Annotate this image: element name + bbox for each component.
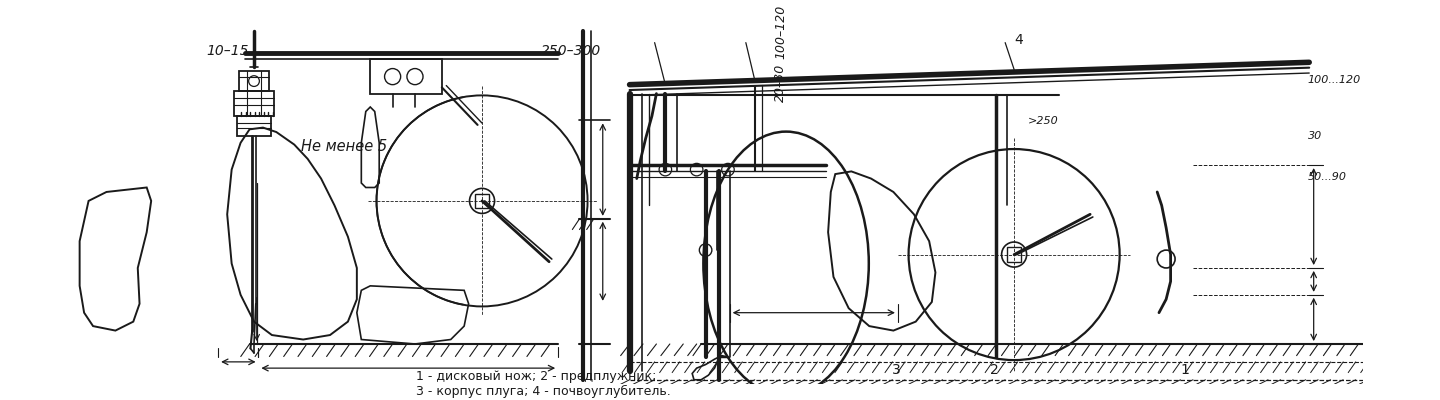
Text: 30: 30 bbox=[1308, 131, 1322, 141]
Text: Не менее 5: Не менее 5 bbox=[301, 139, 386, 154]
Text: 10–15: 10–15 bbox=[206, 44, 248, 58]
Text: >250: >250 bbox=[1028, 116, 1058, 126]
Text: 20–30: 20–30 bbox=[775, 63, 788, 102]
Text: 4: 4 bbox=[1015, 33, 1024, 47]
Text: 1 - дисковый нож; 2 - предплужник;
3 - корпус плуга; 4 - почвоуглубитель.: 1 - дисковый нож; 2 - предплужник; 3 - к… bbox=[416, 370, 671, 398]
Text: 1: 1 bbox=[1181, 363, 1189, 377]
Text: 100–120: 100–120 bbox=[775, 4, 788, 59]
Text: 2: 2 bbox=[991, 363, 999, 377]
Text: 100...120: 100...120 bbox=[1308, 75, 1361, 85]
Text: 250–300: 250–300 bbox=[541, 44, 600, 58]
Text: 50...90: 50...90 bbox=[1308, 172, 1346, 182]
Text: 3: 3 bbox=[893, 363, 901, 377]
